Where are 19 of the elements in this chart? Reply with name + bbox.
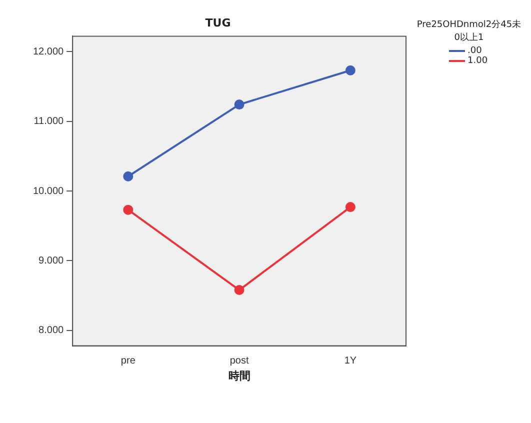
legend-title: Pre25OHDnmol2分45未 0以上1	[416, 18, 522, 44]
point	[234, 100, 244, 110]
point	[123, 204, 134, 215]
chart-title: TUG	[205, 16, 231, 30]
x-axis-title: 時間	[228, 369, 250, 382]
y-tick-label: 9.000	[38, 255, 64, 266]
y-tick-label: 12.000	[32, 46, 64, 58]
legend-label: .00	[468, 46, 483, 56]
x-tick-label: post	[230, 356, 249, 367]
point	[345, 65, 356, 76]
legend-label: 1.00	[468, 56, 489, 66]
point	[345, 202, 356, 212]
point	[234, 285, 244, 296]
y-tick-label: 10.000	[32, 186, 64, 197]
y-tick-label: 11.000	[34, 116, 64, 128]
x-tick-label: 1Y	[344, 356, 357, 367]
point	[123, 171, 134, 182]
y-tick-label: 8.000	[38, 325, 64, 336]
x-tick-label: pre	[120, 356, 136, 367]
